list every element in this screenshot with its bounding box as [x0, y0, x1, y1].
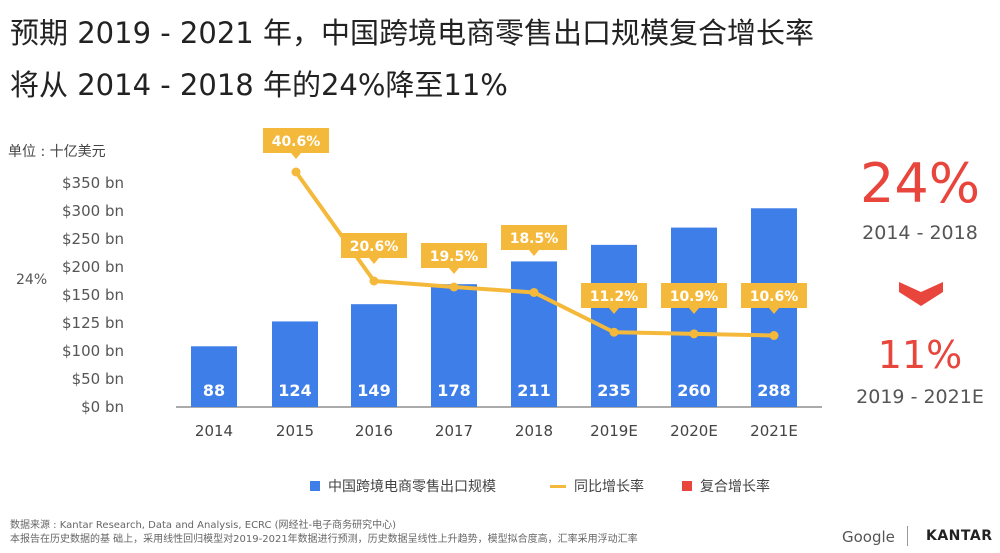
bar-value-label: 260	[677, 381, 710, 400]
bar-value-label: 288	[757, 381, 790, 400]
title-line-2: 将从 2014 - 2018 年的24%降至11%	[10, 68, 508, 102]
kantar-logo: KANTAR	[926, 528, 993, 544]
growth-rate-point	[609, 327, 619, 337]
x-tick-label: 2019E	[590, 422, 638, 440]
growth-rate-point	[529, 287, 539, 297]
growth-rate-point	[291, 167, 301, 177]
bar	[272, 321, 318, 407]
bar-value-label: 211	[517, 381, 550, 400]
growth-rate-label-box	[421, 243, 487, 268]
growth-rate-label-pointer	[609, 308, 619, 314]
bar-value-label: 235	[597, 381, 630, 400]
legend-item-bar: 中国跨境电商零售出口规模	[310, 476, 496, 496]
growth-rate-label-pointer	[769, 308, 779, 314]
y-tick-label: $50 bn	[71, 370, 124, 388]
logo-divider	[907, 526, 908, 546]
x-tick-label: 2020E	[670, 422, 718, 440]
bar-value-label: 124	[278, 381, 311, 400]
growth-rate-point	[769, 331, 779, 340]
legend-label: 同比增长率	[574, 479, 644, 495]
growth-rate-label-box	[263, 128, 329, 153]
growth-rate-label-pointer	[369, 258, 379, 264]
growth-rate-label: 10.9%	[670, 289, 719, 305]
growth-rate-label-box	[341, 233, 407, 258]
source-note: 数据来源 : Kantar Research, Data and Analysi…	[10, 520, 397, 531]
y-tick-label: $0 bn	[81, 398, 124, 416]
growth-rate-label-pointer	[291, 153, 301, 159]
growth-rate-label: 20.6%	[350, 239, 399, 255]
growth-rate-point	[449, 282, 459, 292]
growth-rate-label: 40.6%	[272, 134, 321, 150]
growth-rate-label: 11.2%	[590, 289, 639, 305]
growth-rate-point	[369, 276, 379, 286]
unit-label: 单位 : 十亿美元	[8, 144, 106, 160]
growth-rate-label: 18.5%	[510, 231, 559, 247]
cagr-after: 11%	[877, 333, 963, 377]
chevron-down-icon	[899, 282, 943, 306]
x-tick-label: 2018	[515, 422, 553, 440]
legend-item-line: 同比增长率	[550, 476, 644, 496]
bar-value-label: 88	[203, 381, 225, 400]
legend-item-cagr: 复合增长率	[682, 476, 770, 496]
x-tick-label: 2016	[355, 422, 393, 440]
x-tick-label: 2014	[195, 422, 233, 440]
x-tick-label: 2021E	[750, 422, 798, 440]
legend-label: 中国跨境电商零售出口规模	[328, 479, 496, 495]
title-line-1: 预期 2019 - 2021 年，中国跨境电商零售出口规模复合增长率	[10, 16, 814, 50]
y-tick-label: $125 bn	[62, 314, 124, 332]
cagr-before: 24%	[859, 152, 981, 215]
growth-rate-point	[689, 329, 699, 339]
growth-rate-label-box	[661, 283, 727, 308]
bar-value-label: 149	[357, 381, 390, 400]
left-annotation: 24%	[16, 272, 48, 288]
y-tick-label: $300 bn	[62, 202, 124, 220]
y-tick-label: $200 bn	[62, 258, 124, 276]
y-tick-label: $100 bn	[62, 342, 124, 360]
x-tick-label: 2017	[435, 422, 473, 440]
y-tick-label: $350 bn	[62, 174, 124, 192]
method-note: 本报告在历史数据的基 础上，采用线性回归模型对2019-2021年数据进行预测，…	[10, 534, 638, 545]
bar	[431, 284, 477, 407]
bar-value-label: 178	[437, 381, 470, 400]
y-tick-label: $250 bn	[62, 230, 124, 248]
legend-swatch-cagr	[682, 481, 692, 491]
legend-label: 复合增长率	[700, 479, 770, 495]
bar	[191, 346, 237, 407]
legend-swatch-line	[550, 484, 566, 488]
period-before: 2014 - 2018	[862, 222, 978, 244]
legend-swatch-bar	[310, 481, 320, 491]
y-tick-label: $150 bn	[62, 286, 124, 304]
growth-rate-label-pointer	[449, 268, 459, 274]
google-logo: Google	[842, 528, 895, 546]
bar	[671, 227, 717, 407]
growth-rate-label-box	[741, 283, 807, 308]
growth-rate-label-box	[501, 225, 567, 250]
x-tick-label: 2015	[276, 422, 314, 440]
bar	[511, 261, 557, 407]
growth-rate-label-pointer	[529, 250, 539, 256]
period-after: 2019 - 2021E	[856, 386, 984, 408]
growth-rate-label-pointer	[689, 308, 699, 314]
growth-rate-label: 19.5%	[430, 249, 479, 265]
growth-rate-label: 10.6%	[750, 289, 799, 305]
bar	[351, 304, 397, 407]
growth-rate-label-box	[581, 283, 647, 308]
